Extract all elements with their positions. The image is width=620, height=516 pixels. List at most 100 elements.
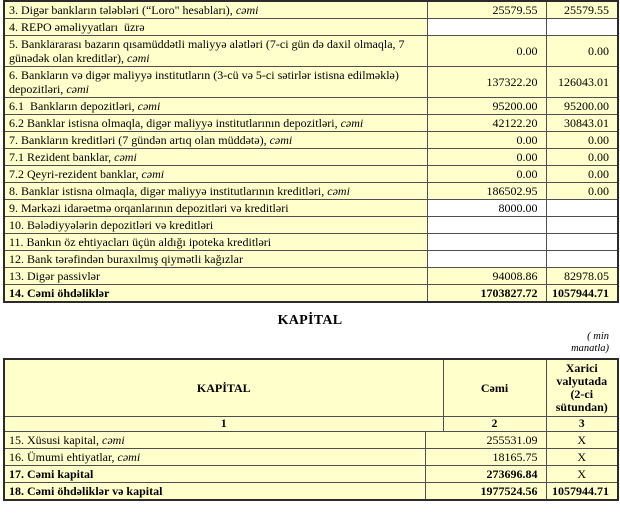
row-label-italic: cəmi [137,99,161,113]
row-label-italic: cəmi [66,82,89,96]
row-label-italic: cəmi [327,184,350,198]
row-label-cell: 4. REPO əməliyyatları üzrə [3,18,428,36]
table-row: 10. Bələdiyyələrin depozitləri və kredit… [3,216,619,234]
foreign-value-cell: 95200.00 [545,97,619,115]
row-label-cell: 7. Bankların kreditləri (7 gündən artıq … [3,131,428,149]
foreign-value-cell [545,18,619,36]
total-value-cell: 0.00 [426,35,547,67]
capital-total-header-cell: Cəmi [442,358,547,417]
table-row: 8. Banklar istisna olmaqla, digər maliyy… [3,182,619,200]
total-liabilities-row: 14. Cəmi öhdəliklər 1703827.72 1057944.7… [3,284,619,303]
row-label-cell: 17. Cəmi kapital [3,465,426,483]
row-label-italic: cəmi [126,51,150,65]
foreign-value-cell: 1057944.71 [545,284,619,303]
table-row: 6.1 Bankların depozitləri, cəmi 95200.00… [3,97,619,115]
foreign-value-cell: 1057944.71 [545,482,619,501]
total-value-cell: 137322.20 [426,66,547,98]
row-label-cell: 5. Banklararası bazarın qısamüddətli mal… [3,35,428,67]
row-label: 6. Bankların və digər maliyyə institutla… [9,68,399,96]
foreign-value-cell: 0.00 [545,165,619,183]
units-note: ( min manatla) [3,331,609,354]
table-row: 16. Ümumi ehtiyatlar, cəmi 18165.75 X [3,448,619,466]
total-value-cell: 25579.55 [426,0,547,19]
row-label: 10. Bələdiyyələrin depozitləri və kredit… [9,218,214,232]
total-value-cell: 1977524.56 [424,482,547,501]
table-row: 6.2 Banklar istisna olmaqla, digər maliy… [3,114,619,132]
row-label-cell: 11. Bankın öz ehtiyacları üçün aldığı ip… [3,233,428,251]
row-label-italic: cəmi [114,150,137,164]
row-label-cell: 6. Bankların və digər maliyyə institutla… [3,66,428,98]
row-label-italic: cəmi [269,133,293,147]
total-value-cell: 273696.84 [424,465,547,483]
row-label: 8. Banklar istisna olmaqla, digər maliyy… [9,184,328,198]
row-label: 17. Cəmi kapital [9,467,94,481]
table-row: 12. Bank tərəfindən buraxılmış qiymətli … [3,250,619,268]
table-row: 7. Bankların kreditləri (7 gündən artıq … [3,131,619,149]
row-label-cell: 6.2 Banklar istisna olmaqla, digər maliy… [3,114,428,132]
liabilities-table: 3. Digər bankların tələbləri (“Loro" hes… [3,0,619,303]
units-note-line2: manatla) [571,342,609,354]
column-number-cell: 2 [442,416,547,432]
row-label-cell: 7.1 Rezident banklar, cəmi [3,148,428,166]
table-row: 13. Digər passivlər 94008.86 82978.05 [3,267,619,285]
row-label: 7. Bankların kreditləri (7 gündən artıq … [9,133,270,147]
row-label-cell: 10. Bələdiyyələrin depozitləri və kredit… [3,216,428,234]
column-numbering-row: 1 2 3 [3,416,619,432]
row-label-cell: 13. Digər passivlər [3,267,428,285]
foreign-value-cell [545,233,619,251]
row-label-italic: cəmi [235,3,259,17]
foreign-value-cell: 0.00 [545,35,619,67]
row-label-italic: cəmi [102,433,125,447]
table-row: 7.1 Rezident banklar, cəmi 0.00 0.00 [3,148,619,166]
row-label-cell: 8. Banklar istisna olmaqla, digər maliyy… [3,182,428,200]
row-label-cell: 7.2 Qeyri-rezident banklar, cəmi [3,165,428,183]
total-value-cell: 255531.09 [424,431,547,449]
table-row: 11. Bankın öz ehtiyacları üçün aldığı ip… [3,233,619,251]
foreign-value-cell: X [545,431,619,449]
total-value-cell: 42122.20 [426,114,547,132]
total-value-cell [426,216,547,234]
row-label: 6.1 Bankların depozitləri, [9,99,138,113]
capital-name-header-cell: KAPİTAL [3,358,444,417]
foreign-value-cell [545,250,619,268]
total-value-cell: 8000.00 [426,199,547,217]
row-label: 15. Xüsusi kapital, [9,433,102,447]
row-label-cell: 18. Cəmi öhdəliklər və kapital [3,482,426,501]
total-value-cell: 18165.75 [424,448,547,466]
total-capital-row: 17. Cəmi kapital 273696.84 X [3,465,619,483]
row-label-cell: 15. Xüsusi kapital, cəmi [3,431,426,449]
foreign-value-cell: 82978.05 [545,267,619,285]
report-page: 3. Digər bankların tələbləri (“Loro" hes… [3,0,620,501]
row-label: 5. Banklararası bazarın qısamüddətli mal… [9,37,405,65]
row-label: 13. Digər passivlər [9,269,100,283]
row-label: 7.1 Rezident banklar, [9,150,115,164]
row-label: 4. REPO əməliyyatları üzrə [9,20,145,34]
total-value-cell: 0.00 [426,165,547,183]
capital-table: KAPİTAL Cəmi Xarici valyutada (2-ci sütu… [3,358,620,501]
row-label: 16. Ümumi ehtiyatlar, [9,450,118,464]
row-label: 6.2 Banklar istisna olmaqla, digər maliy… [9,116,341,130]
foreign-value-cell: 25579.55 [545,0,619,19]
row-label: 11. Bankın öz ehtiyacları üçün aldığı ip… [9,235,272,249]
row-label-italic: cəmi [340,116,364,130]
table-row: 5. Banklararası bazarın qısamüddətli mal… [3,35,619,67]
total-value-cell: 0.00 [426,131,547,149]
row-label-italic: cəmi [141,167,165,181]
row-label-italic: cəmi [117,450,141,464]
foreign-value-cell: X [545,448,619,466]
foreign-value-cell: 0.00 [545,131,619,149]
column-number-cell: 1 [3,416,444,432]
column-number-cell: 3 [545,416,619,432]
foreign-value-cell [545,199,619,217]
total-value-cell: 186502.95 [426,182,547,200]
row-label-cell: 14. Cəmi öhdəliklər [3,284,428,303]
foreign-value-cell: 126043.01 [545,66,619,98]
row-label-cell: 16. Ümumi ehtiyatlar, cəmi [3,448,426,466]
row-label: 9. Mərkəzi idarəetmə orqanlarının depozi… [9,201,289,215]
foreign-value-cell: 0.00 [545,182,619,200]
capital-foreign-header-cell: Xarici valyutada (2-ci sütundan) [545,358,619,417]
total-value-cell: 0.00 [426,148,547,166]
row-label-cell: 3. Digər bankların tələbləri (“Loro" hes… [3,0,428,19]
total-liabilities-and-capital-row: 18. Cəmi öhdəliklər və kapital 1977524.5… [3,482,619,501]
row-label: 14. Cəmi öhdəliklər [9,286,110,300]
